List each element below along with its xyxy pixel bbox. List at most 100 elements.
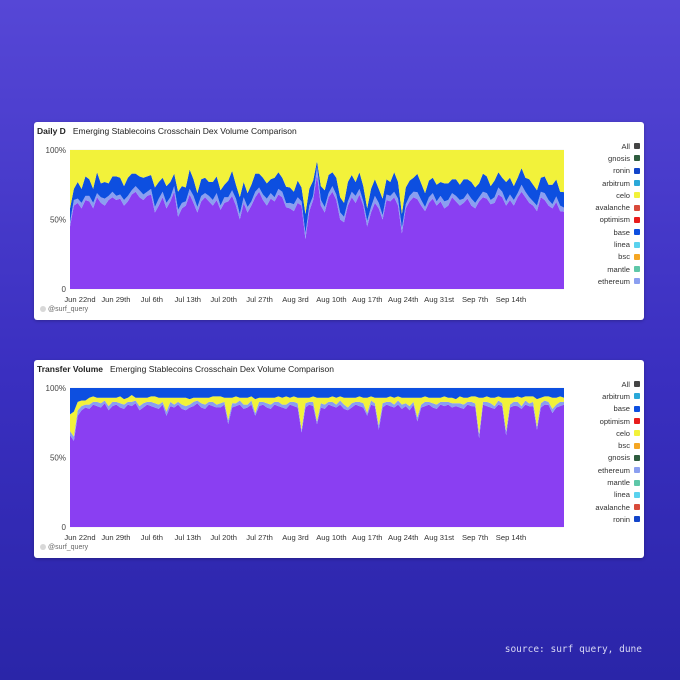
legend-label: celo [616,190,630,200]
legend-item-base[interactable]: base [562,226,642,238]
y-tick-label: 100% [46,146,66,155]
legend-item-optimism[interactable]: optimism [562,415,642,427]
legend-swatch [634,241,640,248]
legend-label: celo [616,428,630,438]
legend-item-celo[interactable]: celo [562,189,642,201]
x-tick-label: Jul 13th [174,533,201,542]
legend-item-gnosis[interactable]: gnosis [562,452,642,464]
legend-swatch [634,405,640,412]
surf-logo-icon [40,544,46,550]
legend-item-all[interactable]: All [562,378,642,390]
legend-item-optimism[interactable]: optimism [562,214,642,226]
chart-header: Transfer Volume Emerging Stablecoins Cros… [37,364,334,374]
legend-swatch [634,143,640,150]
legend-label: bsc [618,441,630,451]
legend-item-base[interactable]: base [562,403,642,415]
legend-item-mantle[interactable]: mantle [562,476,642,488]
area-series-base [70,161,564,234]
legend-item-avalanche[interactable]: avalanche [562,501,642,513]
legend-label: gnosis [608,153,630,163]
legend-label: base [613,404,630,414]
area-series-celo [70,150,564,214]
chart-tab-label[interactable]: Transfer Volume [37,364,103,374]
legend-swatch [634,167,640,174]
area-series-ethereum [70,166,564,239]
x-tick-label: Aug 17th [352,295,382,304]
watermark-text: @surf_query [48,544,89,551]
source-caption: source: surf query, dune [504,644,642,655]
x-tick-label: Aug 24th [388,295,418,304]
x-tick-label: Jul 6th [141,533,163,542]
legend-swatch [634,479,640,486]
watermark: @surf_query [40,306,88,313]
x-tick-label: Jun 22nd [64,533,95,542]
legend-label: All [621,141,630,151]
x-tick-label: Aug 3rd [282,295,309,304]
y-tick-label: 0 [62,285,67,294]
y-tick-label: 100% [46,384,66,393]
legend-swatch [634,381,640,388]
x-tick-label: Sep 14th [496,533,526,542]
legend-swatch [634,516,640,523]
legend-item-ronin[interactable]: ronin [562,513,642,525]
area-series-polygon [70,175,564,289]
legend-item-avalanche[interactable]: avalanche [562,201,642,213]
legend-swatch [634,253,640,260]
legend-item-ethereum[interactable]: ethereum [562,275,642,287]
legend-item-polygon[interactable]: polygon [562,526,642,528]
area-series-polygon [70,403,564,527]
legend-swatch [634,430,640,437]
legend-swatch [634,442,640,449]
chart-tab-label[interactable]: Daily D [37,126,66,136]
x-tick-label: Aug 10th [316,295,346,304]
legend-item-polygon[interactable]: polygon [562,288,642,290]
x-tick-label: Aug 10th [316,533,346,542]
stacked-area-chart-daily-dex-volume: 0 50% 100% Jun 22nd Jun 29th Jul 6th Jul 13th J… [46,146,564,304]
legend-item-arbitrum[interactable]: arbitrum [562,390,642,402]
legend-label: linea [613,490,630,500]
x-tick-label: Jul 20th [210,295,237,304]
legend-item-arbitrum[interactable]: arbitrum [562,177,642,189]
legend-label: bsc [618,252,630,262]
legend-label: avalanche [595,203,630,213]
x-tick-label: Jul 27th [246,295,273,304]
x-tick-label: Sep 7th [462,533,488,542]
legend-swatch [634,180,640,187]
y-tick-label: 0 [62,523,67,532]
legend-swatch [634,491,640,498]
legend-label: gnosis [608,453,630,463]
legend-item-bsc[interactable]: bsc [562,439,642,451]
legend-label: ethereum [597,276,630,286]
x-tick-label: Aug 3rd [282,533,309,542]
x-tick-label: Sep 7th [462,295,488,304]
legend-label: linea [613,240,630,250]
legend-swatch [634,266,640,273]
legend-item-linea[interactable]: linea [562,238,642,250]
legend-item-bsc[interactable]: bsc [562,251,642,263]
legend-label: polygon [603,289,630,290]
legend-label: optimism [599,416,630,426]
legend-label: polygon [603,527,630,528]
legend-swatch [634,418,640,425]
x-tick-label: Aug 31st [424,295,455,304]
legend-item-gnosis[interactable]: gnosis [562,152,642,164]
legend-item-linea[interactable]: linea [562,489,642,501]
watermark: @surf_query [40,544,88,551]
legend-item-ethereum[interactable]: ethereum [562,464,642,476]
legend-label: ronin [613,514,630,524]
legend-item-celo[interactable]: celo [562,427,642,439]
legend-item-mantle[interactable]: mantle [562,263,642,275]
legend-swatch [634,278,640,285]
legend-item-ronin[interactable]: ronin [562,165,642,177]
legend-label: optimism [599,215,630,225]
legend-swatch [634,204,640,211]
chart-title: Emerging Stablecoins Crosschain Dex Volu… [109,364,334,374]
x-tick-label: Jul 6th [141,295,163,304]
legend-item-all[interactable]: All [562,140,642,152]
x-tick-label: Jul 13th [174,295,201,304]
chart-legend: All arbitrum base optimism celo bsc gnosis ethe… [562,378,642,528]
chart-legend: All gnosis ronin arbitrum celo avalanche optim… [562,140,642,290]
x-tick-label: Jun 22nd [64,295,95,304]
x-tick-label: Jul 20th [210,533,237,542]
x-tick-label: Jun 29th [101,533,130,542]
